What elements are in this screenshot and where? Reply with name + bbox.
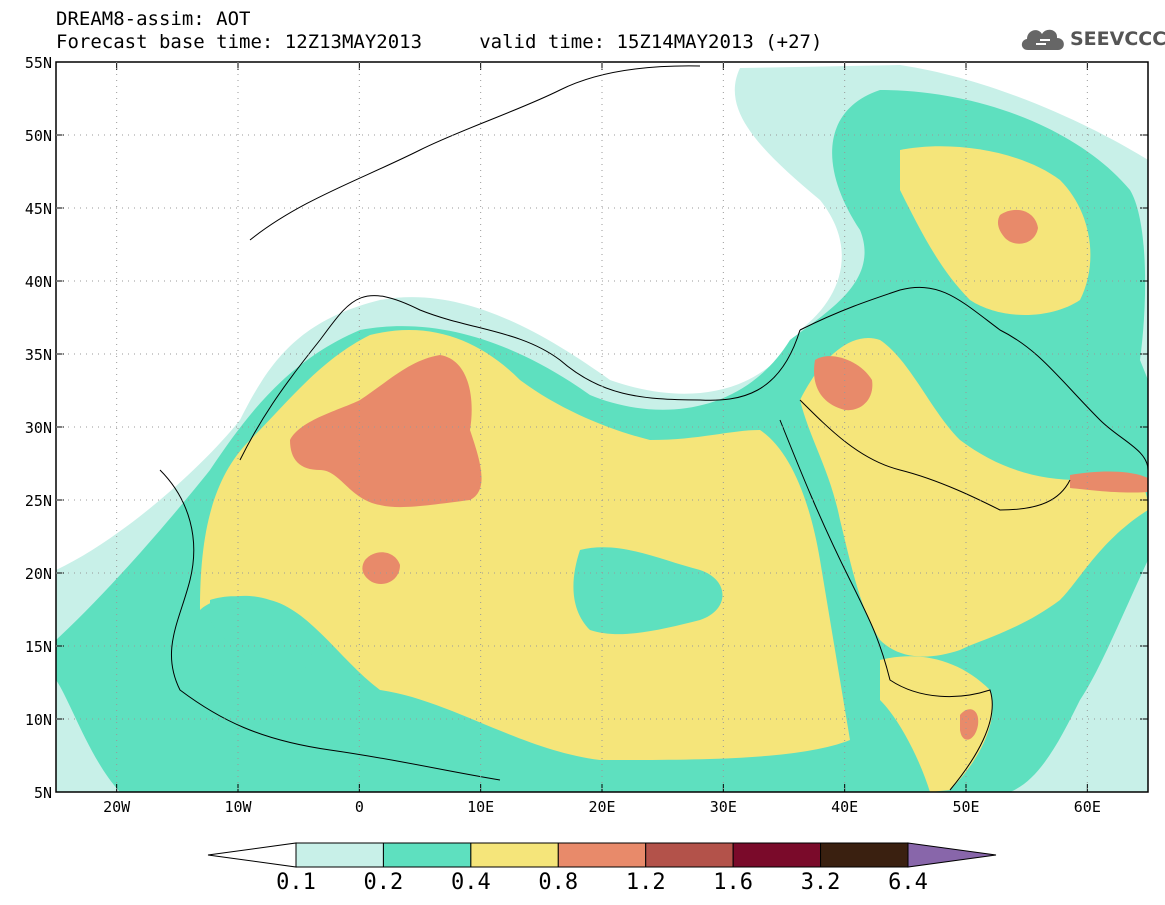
lon-tick-label: 0 (355, 798, 364, 816)
lon-tick-label: 60E (1074, 798, 1101, 816)
logo-text: SEEVCCC (1070, 28, 1165, 50)
lat-tick-label: 5N (34, 784, 52, 802)
lon-tick-label: 50E (952, 798, 979, 816)
lat-tick-label: 15N (25, 638, 52, 656)
lat-tick-label: 25N (25, 492, 52, 510)
map-title: DREAM8-assim: AOT (56, 8, 251, 30)
colorbar-label: 1.6 (713, 870, 754, 895)
lon-tick-label: 20W (103, 798, 131, 816)
colorbar-segment (470, 842, 559, 868)
colorbar-segment (820, 842, 909, 868)
colorbar-segment (557, 842, 647, 868)
aot-band-0.8-oman (1070, 471, 1148, 493)
colorbar-min-arrow (207, 842, 297, 868)
lon-tick-label: 10E (467, 798, 494, 816)
lon-tick-label: 40E (831, 798, 858, 816)
colorbar-segment (382, 842, 472, 868)
lat-tick-label: 50N (25, 127, 52, 145)
lat-tick-label: 20N (25, 565, 52, 583)
coastlines (159, 65, 1148, 791)
colorbar-segment (645, 842, 734, 868)
lon-tick-label: 30E (710, 798, 737, 816)
lon-tick-label: 20E (588, 798, 615, 816)
aot-band-0.8-mali (362, 552, 400, 585)
colorbar-label: 0.1 (276, 870, 316, 895)
aot-band-0.4-horn (880, 656, 993, 792)
lat-tick-label: 30N (25, 419, 52, 437)
cloud-icon (1021, 29, 1064, 50)
colorbar-legend (207, 842, 997, 868)
colorbar-segment (295, 842, 384, 868)
lat-tick-label: 45N (25, 200, 52, 218)
aot-band-0.8-aral (997, 209, 1038, 244)
colorbar-label: 6.4 (888, 870, 928, 895)
lon-tick-label: 10W (224, 798, 252, 816)
forecast-times: Forecast base time: 12Z13MAY2013 valid t… (56, 31, 823, 53)
colorbar-max-arrow (907, 842, 997, 868)
colorbar-label: 0.2 (363, 870, 404, 895)
aot-band-0.8-algeria (290, 355, 482, 508)
aot-band-0.4-caspian (900, 146, 1091, 315)
colorbar-label: 3.2 (800, 870, 841, 895)
colorbar-label: 0.8 (538, 870, 579, 895)
colorbar-label: 0.4 (450, 870, 491, 895)
colorbar-segment (732, 842, 822, 868)
aot-band-0.2-patch2 (210, 596, 313, 680)
aot-band-0.2-patch (573, 547, 723, 635)
aot-band-0.8-iraq (814, 356, 873, 411)
lat-tick-label: 35N (25, 346, 52, 364)
aot-band-0.8-somalia (960, 709, 979, 740)
lat-tick-label: 55N (25, 54, 52, 72)
seevccc-logo: SEEVCCC (1018, 22, 1165, 58)
colorbar-label: 1.2 (625, 870, 666, 895)
lat-tick-label: 10N (25, 711, 52, 729)
lat-tick-label: 40N (25, 273, 52, 291)
lon-axis: 20W 10W 0 10E 20E 30E 40E 50E 60E (103, 62, 1101, 816)
